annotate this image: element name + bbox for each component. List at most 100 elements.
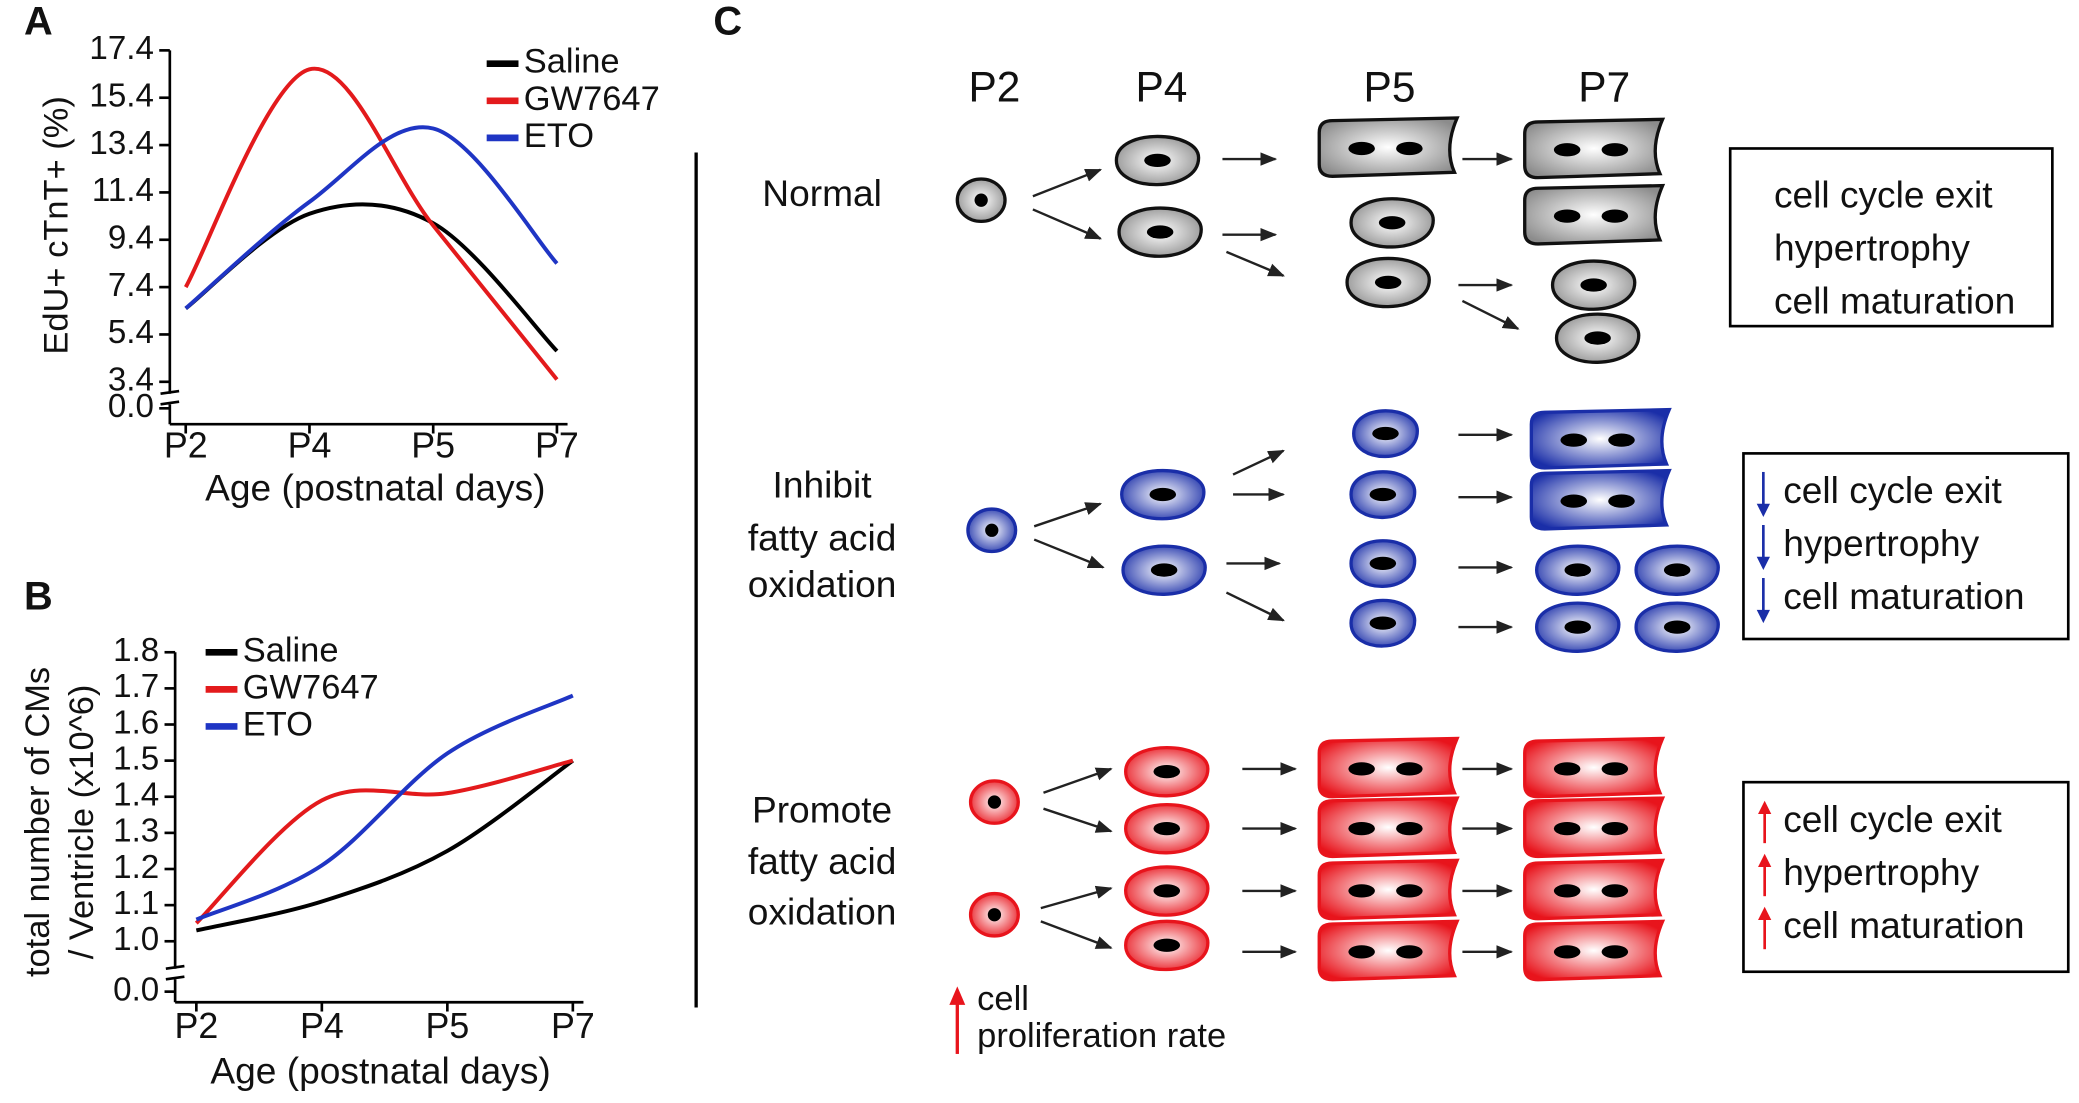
line-series [184, 66, 559, 381]
nucleus [1564, 563, 1591, 577]
outcome-text: cell maturation [1783, 575, 2024, 617]
line-series [194, 758, 574, 925]
nucleus [974, 193, 988, 207]
arrow [1043, 767, 1113, 794]
y-axis-label: / Ventricle (x10^6) [63, 685, 101, 960]
nucleus [1348, 141, 1375, 156]
arrow [1043, 807, 1113, 833]
up-arrow-head [1758, 906, 1772, 921]
nucleus [987, 795, 1002, 809]
note-text: proliferation rate [977, 1017, 1226, 1055]
nucleus [1396, 945, 1423, 959]
y-tick-label: 13.4 [89, 125, 153, 162]
arrow [1232, 449, 1285, 476]
cell [1523, 796, 1666, 859]
nucleus [1396, 884, 1423, 898]
y-tick-label: 0.0 [108, 388, 154, 425]
x-axis-label: Age (postnatal days) [210, 1050, 550, 1092]
line-series [195, 693, 574, 922]
nucleus [987, 908, 1002, 922]
up-arrow-head [1758, 853, 1772, 868]
arrow [1225, 250, 1285, 277]
nucleus [1601, 821, 1629, 836]
axis-break [165, 975, 185, 981]
legend-label: ETO [524, 117, 594, 155]
legend-label: ETO [243, 706, 313, 744]
cell [1523, 183, 1666, 246]
up-arrow-head [1758, 800, 1772, 814]
y-tick-label: 11.4 [92, 172, 154, 209]
x-tick-label: P5 [411, 426, 455, 466]
arrow [1032, 208, 1103, 240]
nucleus [1601, 945, 1629, 959]
x-tick-label: P2 [164, 426, 208, 466]
row-label: Promote [752, 788, 892, 830]
outcome-text: hypertrophy [1774, 226, 1970, 268]
y-tick-label: 1.1 [113, 885, 159, 922]
legend-label: Saline [524, 43, 620, 81]
legend-label: GW7647 [243, 668, 379, 706]
y-tick-label: 1.4 [113, 777, 159, 814]
note-text: cell [977, 980, 1029, 1018]
nucleus [1601, 884, 1629, 898]
nucleus [1144, 153, 1171, 168]
outcome-text: cell cycle exit [1783, 798, 2002, 840]
row-label: Inhibit [773, 464, 873, 506]
outcome-box [1742, 780, 2070, 974]
cell [1529, 468, 1672, 531]
x-tick-label: P7 [551, 1006, 595, 1046]
outcome-text: hypertrophy [1783, 522, 1979, 564]
row-label: oxidation [748, 891, 897, 933]
nucleus [1564, 620, 1591, 634]
legend-label: GW7647 [524, 80, 660, 118]
nucleus [1378, 216, 1406, 230]
y-tick-label: 0.0 [113, 971, 159, 1008]
nucleus [1348, 821, 1375, 836]
y-tick-label: 1.5 [113, 740, 159, 777]
arrow [1461, 299, 1520, 330]
x-tick-label: P7 [535, 426, 579, 466]
y-tick-label: 1.8 [113, 632, 159, 669]
nucleus [1553, 209, 1581, 223]
y-tick-label: 7.4 [108, 267, 154, 304]
cell [1523, 117, 1666, 180]
nucleus [1560, 433, 1588, 447]
nucleus [1608, 433, 1635, 447]
axis-break [160, 400, 180, 406]
y-tick-label: 1.2 [113, 849, 159, 886]
cell [1317, 919, 1460, 982]
line-series [184, 202, 559, 353]
outcome-box [1728, 147, 2054, 328]
y-tick-label: 1.6 [113, 704, 159, 741]
nucleus [1396, 762, 1423, 776]
nucleus [1608, 494, 1635, 508]
outcome-text: cell cycle exit [1774, 173, 1993, 215]
row-label: fatty acid [748, 840, 897, 882]
nucleus [1369, 487, 1397, 502]
note-arrow-head [949, 986, 966, 1005]
cell [1317, 796, 1460, 859]
nucleus [1584, 331, 1611, 345]
nucleus [1146, 225, 1174, 239]
outcome-text: cell maturation [1774, 279, 2015, 321]
nucleus [1369, 556, 1397, 571]
nucleus [1369, 616, 1397, 630]
stage-label: P7 [1578, 63, 1630, 110]
stage-label: P5 [1364, 63, 1416, 110]
down-arrow-head [1756, 609, 1770, 624]
nucleus [1374, 275, 1402, 290]
nucleus [1153, 938, 1181, 952]
row-label: fatty acid [748, 517, 897, 559]
arrow [1033, 538, 1105, 569]
line-series [195, 759, 575, 933]
nucleus [1396, 141, 1423, 156]
nucleus [1663, 563, 1691, 577]
nucleus [1580, 278, 1607, 292]
row-label: Normal [762, 172, 882, 214]
legend-label: Saline [243, 631, 339, 669]
arrow [1032, 168, 1103, 198]
nucleus [1553, 143, 1581, 157]
nucleus [1348, 884, 1375, 898]
y-tick-label: 1.7 [113, 668, 159, 705]
